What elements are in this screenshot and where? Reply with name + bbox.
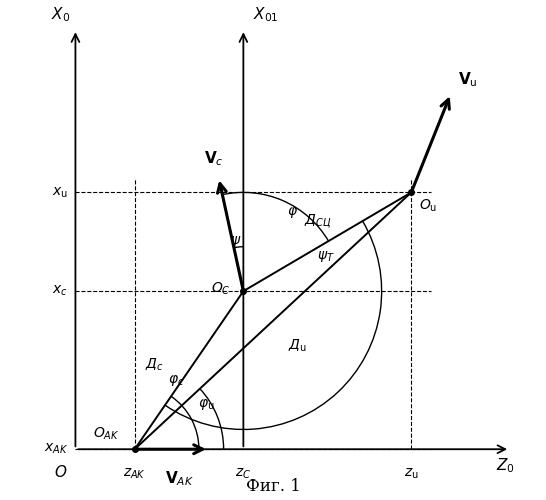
Text: $\mathbf{V}_c$: $\mathbf{V}_c$: [204, 149, 223, 168]
Text: $O_C$: $O_C$: [211, 280, 231, 297]
Text: $x_{\rm u}$: $x_{\rm u}$: [52, 185, 68, 200]
Text: $Z_0$: $Z_0$: [496, 456, 515, 475]
Text: $\psi$: $\psi$: [229, 234, 241, 250]
Text: $\psi_T$: $\psi_T$: [317, 249, 335, 264]
Text: $O_{AK}$: $O_{AK}$: [93, 426, 120, 442]
Text: $z_C$: $z_C$: [235, 466, 251, 481]
Text: $O$: $O$: [54, 464, 67, 480]
Text: $\varphi$: $\varphi$: [287, 204, 298, 220]
Text: $\varphi_c$: $\varphi_c$: [169, 372, 185, 388]
Text: $\mathbf{V}_{\rm u}$: $\mathbf{V}_{\rm u}$: [458, 70, 478, 88]
Text: $\varphi_{\rm u}$: $\varphi_{\rm u}$: [198, 397, 215, 412]
Text: $\mathbf{V}_{AK}$: $\mathbf{V}_{AK}$: [165, 469, 194, 488]
Text: $X_{01}$: $X_{01}$: [253, 6, 279, 25]
Text: $Д_{\rm u}$: $Д_{\rm u}$: [288, 338, 307, 353]
Text: $z_{\rm u}$: $z_{\rm u}$: [404, 466, 419, 481]
Text: $x_{AK}$: $x_{AK}$: [44, 442, 68, 456]
Text: $O_{\rm u}$: $O_{\rm u}$: [419, 198, 437, 214]
Text: $X_0$: $X_0$: [51, 6, 70, 25]
Text: $z_{AK}$: $z_{AK}$: [123, 466, 146, 481]
Text: Фиг. 1: Фиг. 1: [246, 478, 300, 495]
Text: $Д_c$: $Д_c$: [145, 357, 164, 374]
Text: $x_c$: $x_c$: [52, 284, 68, 298]
Text: $Д_{СЦ}$: $Д_{СЦ}$: [304, 213, 331, 231]
